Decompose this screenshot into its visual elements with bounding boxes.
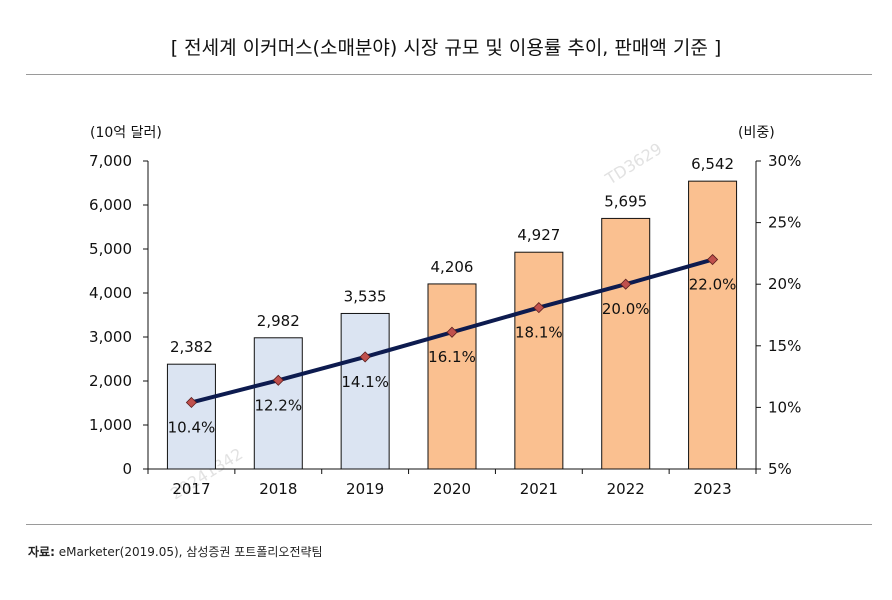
right-axis-title: (비중) bbox=[738, 125, 775, 141]
x-tick-label: 2023 bbox=[693, 480, 731, 498]
bar-value-label: 4,206 bbox=[431, 258, 474, 276]
bar-value-label: 3,535 bbox=[344, 287, 387, 305]
bar-2020 bbox=[427, 283, 477, 470]
x-tick-label: 2019 bbox=[346, 480, 384, 498]
share-marker-2021 bbox=[533, 302, 545, 314]
right-tick-label: 25% bbox=[768, 214, 801, 232]
share-value-label: 14.1% bbox=[341, 373, 389, 391]
share-marker-2018 bbox=[272, 374, 284, 386]
share-value-label: 18.1% bbox=[515, 324, 563, 342]
x-tick-label: 2021 bbox=[520, 480, 558, 498]
bar-2019 bbox=[340, 312, 390, 470]
left-tick-label: 7,000 bbox=[89, 152, 132, 170]
right-tick-label: 20% bbox=[768, 275, 801, 293]
bar-2017 bbox=[166, 363, 216, 470]
bottom-divider bbox=[26, 524, 872, 525]
left-tick-label: 5,000 bbox=[89, 240, 132, 258]
x-tick-label: 2020 bbox=[433, 480, 471, 498]
top-divider bbox=[26, 74, 872, 75]
share-marker-2022 bbox=[620, 278, 632, 290]
right-tick-label: 5% bbox=[768, 460, 792, 478]
share-marker-2023 bbox=[707, 253, 719, 266]
bar-2021 bbox=[514, 251, 564, 470]
share-marker-2020 bbox=[446, 326, 458, 338]
right-tick-label: 30% bbox=[768, 152, 801, 170]
left-axis-title: (10억 달러) bbox=[90, 125, 162, 141]
left-tick-label: 0 bbox=[122, 460, 132, 478]
line-layer bbox=[185, 253, 719, 409]
source-text: eMarketer(2019.05), 삼성증권 포트폴리오전략팀 bbox=[58, 545, 323, 559]
left-tick-label: 1,000 bbox=[89, 416, 132, 434]
bar-value-label: 4,927 bbox=[517, 226, 560, 244]
bar-2018 bbox=[253, 337, 303, 470]
left-tick-label: 2,000 bbox=[89, 372, 132, 390]
chart-title: [ 전세계 이커머스(소매분야) 시장 규모 및 이용률 추이, 판매액 기준 … bbox=[170, 37, 722, 59]
bar-value-label: 5,695 bbox=[604, 192, 647, 210]
watermark-text: TD3629 bbox=[601, 139, 665, 189]
axes-layer: 0 1,000 2,000 3,000 4,000 5,000 6,000 7,000 5% 10… bbox=[89, 125, 801, 498]
share-value-label: 22.0% bbox=[689, 276, 737, 294]
x-tick-label: 2018 bbox=[259, 480, 297, 498]
bar-value-label: 2,982 bbox=[257, 312, 300, 330]
left-tick-label: 3,000 bbox=[89, 328, 132, 346]
share-marker-2019 bbox=[359, 351, 371, 363]
bar-2022 bbox=[601, 217, 651, 470]
share-value-label: 12.2% bbox=[254, 396, 302, 414]
share-value-label: 10.4% bbox=[168, 418, 216, 436]
bar-value-label: 2,382 bbox=[170, 338, 213, 356]
x-tick-label: 2017 bbox=[172, 480, 210, 498]
x-tick-label: 2022 bbox=[607, 480, 645, 498]
left-tick-label: 4,000 bbox=[89, 284, 132, 302]
bars-layer bbox=[166, 180, 738, 470]
source-label: 자료: bbox=[28, 545, 55, 559]
share-value-label: 20.0% bbox=[602, 300, 650, 318]
bar-value-label: 6,542 bbox=[691, 155, 734, 173]
right-tick-label: 10% bbox=[768, 398, 801, 416]
share-marker-2017 bbox=[185, 396, 197, 409]
labels-layer: 2,382 2,982 3,535 4,206 4,927 5,695 6,542 10.4%… bbox=[168, 155, 737, 436]
right-tick-label: 15% bbox=[768, 337, 801, 355]
source-note: 자료: eMarketer(2019.05), 삼성증권 포트폴리오전략팀 bbox=[28, 543, 323, 560]
left-tick-label: 6,000 bbox=[89, 196, 132, 214]
share-value-label: 16.1% bbox=[428, 348, 476, 366]
bar-2023 bbox=[688, 180, 738, 470]
